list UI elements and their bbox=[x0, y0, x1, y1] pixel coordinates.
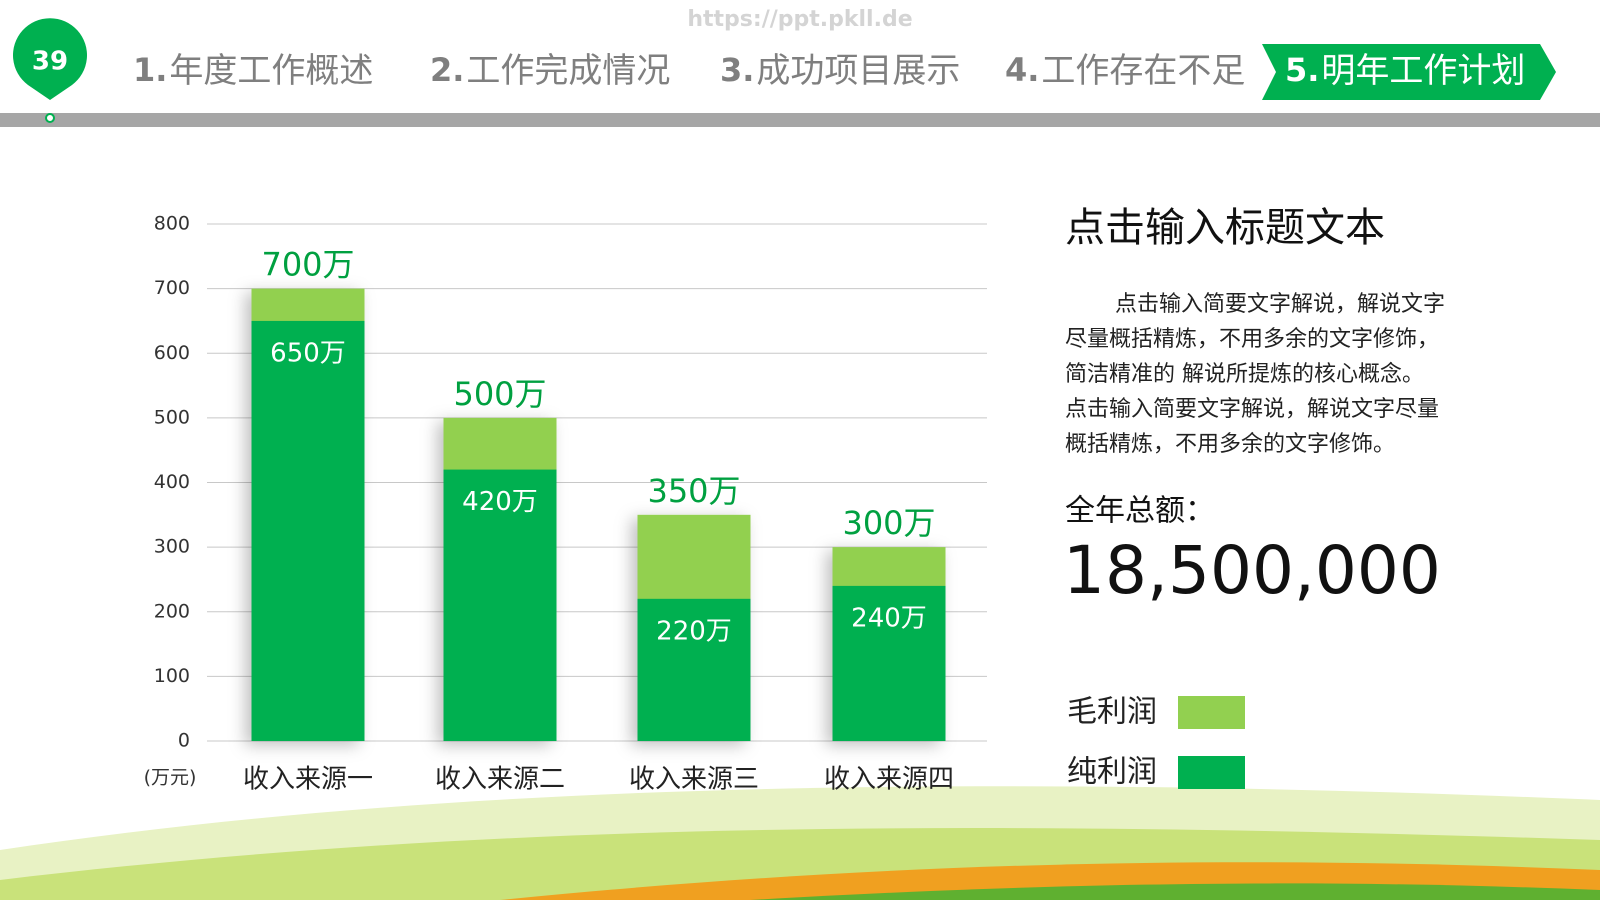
y-tick-label: 800 bbox=[154, 213, 190, 235]
x-tick-label: 收入来源四 bbox=[824, 765, 954, 795]
nav-active-bg bbox=[1262, 44, 1556, 100]
badge-dot bbox=[45, 113, 55, 123]
value-label: 700万 bbox=[261, 246, 354, 284]
total-value: 18,500,000 bbox=[1063, 532, 1441, 609]
nav-item: 2.工作完成情况 bbox=[430, 51, 670, 91]
x-tick-label: 收入来源二 bbox=[435, 765, 565, 795]
paragraph-line: 点击输入简要文字解说，解说文字 bbox=[1115, 292, 1445, 317]
page-badge bbox=[13, 18, 88, 100]
nav-text: 工作完成情况 bbox=[466, 51, 670, 91]
bar bbox=[251, 320, 365, 741]
bar bbox=[832, 585, 946, 741]
side-title: 点击输入标题文本 bbox=[1065, 205, 1385, 251]
value-label: 650万 bbox=[270, 338, 346, 368]
bar bbox=[443, 469, 557, 741]
value-label: 300万 bbox=[842, 504, 935, 542]
chart: 0 100 200 300 400 500 600 700 800 (万元) 收入来源一 收入来源二 收… bbox=[144, 213, 987, 795]
paragraph-line: 简洁精准的 解说所提炼的核心概念。 bbox=[1065, 362, 1424, 387]
legend-swatch bbox=[1178, 696, 1245, 729]
y-tick-label: 100 bbox=[154, 665, 190, 687]
nav-item: 3.成功项目展示 bbox=[720, 51, 960, 91]
header-bar bbox=[0, 113, 1600, 127]
value-label: 500万 bbox=[453, 375, 546, 413]
paragraph-line: 尽量概括精炼，不用多余的文字修饰， bbox=[1065, 327, 1439, 352]
bar bbox=[637, 598, 751, 741]
nav-item: 5.明年工作计划 bbox=[1285, 51, 1525, 91]
nav: 1.年度工作概述 2.工作完成情况 3.成功项目展示 4.工作存在不足 5.明年工作计划 bbox=[133, 51, 1525, 91]
value-label: 240万 bbox=[851, 603, 927, 633]
legend-label: 毛利润 bbox=[1067, 695, 1157, 730]
total-label: 全年总额： bbox=[1065, 494, 1215, 529]
y-tick-label: 500 bbox=[154, 406, 190, 428]
x-tick-label: 收入来源三 bbox=[629, 765, 759, 795]
y-tick-label: 600 bbox=[154, 342, 190, 364]
x-tick-label: 收入来源一 bbox=[243, 765, 373, 795]
nav-item: 1.年度工作概述 bbox=[133, 51, 373, 91]
y-tick-label: 700 bbox=[154, 277, 190, 299]
nav-text: 年度工作概述 bbox=[169, 51, 373, 91]
nav-number: 2. bbox=[430, 51, 464, 89]
unit-label: (万元) bbox=[144, 767, 197, 789]
nav-text: 成功项目展示 bbox=[756, 51, 960, 91]
nav-number: 3. bbox=[720, 51, 754, 89]
nav-item: 4.工作存在不足 bbox=[1005, 51, 1245, 91]
nav-number: 4. bbox=[1005, 51, 1039, 89]
legend-swatch bbox=[1178, 756, 1245, 789]
value-label: 220万 bbox=[656, 616, 732, 646]
watermark: https://ppt.pkll.de bbox=[687, 7, 912, 32]
y-tick-label: 200 bbox=[154, 600, 190, 622]
legend-label: 纯利润 bbox=[1067, 755, 1157, 790]
y-tick-label: 400 bbox=[154, 471, 190, 493]
value-label: 420万 bbox=[462, 487, 538, 517]
nav-number: 5. bbox=[1285, 51, 1319, 89]
y-tick-label: 300 bbox=[154, 536, 190, 558]
paragraph-line: 概括精炼，不用多余的文字修饰。 bbox=[1065, 432, 1395, 457]
paragraph-line: 点击输入简要文字解说，解说文字尽量 bbox=[1065, 397, 1439, 422]
nav-number: 1. bbox=[133, 51, 167, 89]
y-tick-label: 0 bbox=[178, 730, 190, 752]
swoosh-green bbox=[750, 883, 1600, 900]
value-label: 350万 bbox=[647, 472, 740, 510]
nav-text: 工作存在不足 bbox=[1041, 51, 1245, 91]
nav-text: 明年工作计划 bbox=[1321, 51, 1525, 91]
page-number: 39 bbox=[32, 47, 68, 77]
